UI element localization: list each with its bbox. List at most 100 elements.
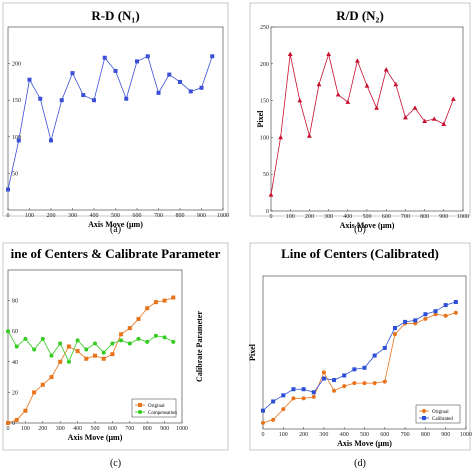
data-point	[364, 83, 370, 88]
data-point	[261, 420, 265, 425]
series-line	[7, 55, 213, 190]
data-point	[441, 121, 447, 126]
panel-caption: (d)	[354, 458, 366, 469]
data-point	[38, 96, 43, 101]
x-tick-label: 1000	[176, 426, 188, 432]
plot-area	[7, 26, 224, 211]
chart-title: R-D (N₁)	[91, 8, 139, 23]
data-point	[281, 407, 286, 412]
x-tick-label: 200	[38, 426, 47, 432]
series-line	[270, 52, 454, 195]
data-point	[342, 384, 347, 389]
data-point	[291, 396, 296, 401]
data-point	[382, 379, 387, 384]
panel-frame	[249, 2, 471, 217]
panel-caption: (a)	[110, 224, 121, 235]
panel-frame	[249, 242, 471, 451]
series-1	[6, 329, 176, 364]
data-point	[423, 316, 428, 321]
data-point	[66, 359, 71, 364]
y-tick-label: 200	[260, 62, 269, 68]
data-point	[352, 381, 357, 386]
y-axis-label: Pixel	[256, 110, 265, 128]
data-point	[301, 387, 306, 392]
data-point	[6, 329, 10, 334]
legend-swatch-marker	[138, 403, 142, 407]
x-tick-label: 300	[56, 426, 65, 432]
data-point	[136, 336, 141, 341]
data-point	[101, 350, 106, 355]
data-point	[153, 333, 158, 338]
data-point	[297, 98, 303, 103]
panel-frame	[2, 2, 229, 217]
data-point	[23, 336, 28, 341]
data-point	[14, 417, 19, 422]
chart-title: Line of Centers (Calibrated)	[281, 246, 439, 261]
data-point	[171, 339, 176, 344]
data-point	[124, 96, 129, 101]
panel-frame	[2, 242, 229, 451]
legend-swatch-marker	[422, 409, 426, 413]
data-point	[352, 367, 357, 372]
data-point	[453, 300, 458, 305]
data-point	[413, 321, 418, 326]
data-point	[393, 81, 399, 87]
y-axis-label: Calibrate Parameter	[195, 311, 204, 382]
x-tick-label: 400	[343, 214, 352, 220]
chart-panel-3: Line of Centers (Calibrated) 0 100 200 300 40…	[248, 242, 472, 469]
x-axis-label: Axis Move (μm)	[340, 221, 395, 230]
data-point	[58, 359, 63, 364]
x-tick-label: 400	[90, 213, 99, 219]
legend-box	[415, 404, 461, 424]
data-point	[84, 347, 89, 352]
data-point	[171, 295, 176, 300]
legend: Original Compensation	[131, 398, 177, 418]
x-tick-label: 300	[68, 213, 77, 219]
x-tick-label: 100	[25, 213, 34, 219]
y-tick-label: 60	[12, 329, 18, 335]
data-point	[311, 394, 316, 399]
data-point	[70, 71, 75, 76]
x-tick-label: 1000	[217, 213, 229, 219]
data-point	[271, 399, 276, 404]
data-point	[362, 381, 367, 386]
data-point	[431, 116, 437, 121]
x-tick-label: 700	[401, 214, 410, 220]
data-point	[453, 310, 458, 315]
data-point	[113, 68, 118, 73]
data-point	[372, 353, 377, 358]
y-tick-label: 200	[12, 62, 21, 68]
data-point	[66, 344, 71, 349]
x-tick-label: 600	[380, 432, 389, 438]
data-point	[374, 105, 379, 110]
data-point	[136, 316, 141, 321]
data-point	[110, 352, 115, 357]
data-point	[75, 349, 80, 354]
data-point	[40, 382, 45, 387]
data-point	[6, 421, 10, 425]
data-point	[162, 298, 167, 303]
data-point	[127, 326, 132, 331]
data-point	[119, 338, 124, 343]
x-tick-label: 0	[262, 432, 265, 438]
data-point	[326, 51, 331, 57]
x-tick-label: 0	[270, 214, 273, 220]
data-point	[49, 138, 53, 143]
x-tick-label: 800	[420, 214, 429, 220]
data-point	[23, 408, 28, 413]
x-tick-label: 500	[363, 214, 372, 220]
data-point	[281, 393, 286, 398]
data-point	[162, 335, 167, 340]
x-tick-label: 400	[340, 432, 349, 438]
chart-title: R/D (N₂)	[336, 8, 384, 23]
data-point	[382, 345, 387, 350]
data-point	[40, 336, 45, 341]
x-tick-label: 700	[401, 432, 410, 438]
data-point	[345, 99, 351, 104]
y-tick-label: 250	[260, 25, 269, 31]
x-tick-label: 900	[160, 426, 169, 432]
data-point	[145, 339, 150, 344]
y-tick-label: 0	[12, 421, 15, 427]
x-tick-label: 100	[21, 426, 30, 432]
x-tick-label: 800	[143, 426, 152, 432]
